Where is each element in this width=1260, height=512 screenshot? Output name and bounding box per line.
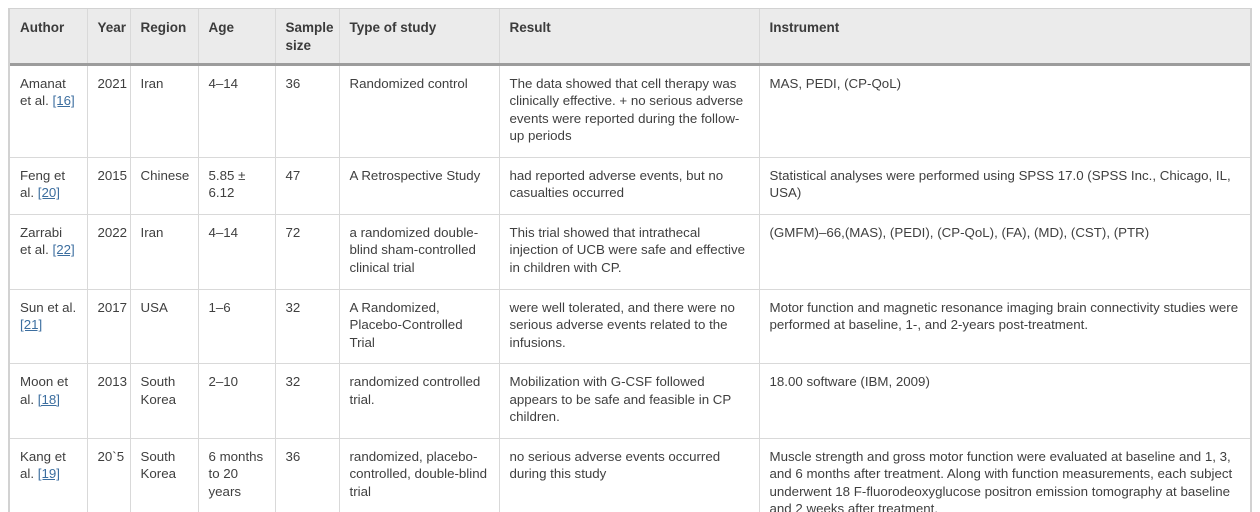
cell-type-of-study: A Retrospective Study xyxy=(338,157,499,215)
column-header-age: Age xyxy=(197,9,275,66)
column-header-result: Result xyxy=(498,9,759,66)
cell-author: Sun et al. [21] xyxy=(10,289,87,365)
cell-type-of-study: Randomized control xyxy=(338,64,499,158)
cell-sample-size: 36 xyxy=(274,438,339,512)
column-header-region: Region xyxy=(129,9,198,66)
citation-link[interactable]: [16] xyxy=(52,93,75,109)
table-row: Kang et al. [19] 20`5 South Korea 6 mont… xyxy=(10,438,1250,512)
cell-sample-size: 36 xyxy=(274,64,339,158)
cell-region: Iran xyxy=(129,214,198,290)
cell-sample-size: 32 xyxy=(274,363,339,439)
author-text: Kang et al. xyxy=(20,448,66,482)
cell-age: 6 months to 20 years xyxy=(197,438,275,512)
cell-author: Zarrabi et al. [22] xyxy=(10,214,87,290)
cell-sample-size: 47 xyxy=(274,157,339,215)
cell-type-of-study: randomized, placebo-controlled, double-b… xyxy=(338,438,499,512)
table-row: Sun et al. [21] 2017 USA 1–6 32 A Random… xyxy=(10,289,1250,365)
studies-table-container: Author Year Region Age Sample size Type … xyxy=(8,8,1252,512)
table-row: Moon et al. [18] 2013 South Korea 2–10 3… xyxy=(10,363,1250,439)
citation-link[interactable]: [18] xyxy=(37,391,60,407)
cell-type-of-study: A Randomized, Placebo-Controlled Trial xyxy=(338,289,499,365)
column-header-author: Author xyxy=(10,9,87,66)
studies-table: Author Year Region Age Sample size Type … xyxy=(10,9,1250,512)
cell-type-of-study: a randomized double-blind sham-controlle… xyxy=(338,214,499,290)
cell-region: Iran xyxy=(129,64,198,158)
cell-instrument: Motor function and magnetic resonance im… xyxy=(758,289,1250,365)
column-header-sample-size: Sample size xyxy=(274,9,339,66)
cell-sample-size: 72 xyxy=(274,214,339,290)
cell-result: The data showed that cell therapy was cl… xyxy=(498,64,759,158)
citation-link[interactable]: [21] xyxy=(20,317,43,333)
cell-year: 2017 xyxy=(86,289,130,365)
citation-link[interactable]: [22] xyxy=(52,242,75,258)
cell-age: 2–10 xyxy=(197,363,275,439)
cell-region: South Korea xyxy=(129,363,198,439)
cell-instrument: Statistical analyses were performed usin… xyxy=(758,157,1250,215)
cell-type-of-study: randomized controlled trial. xyxy=(338,363,499,439)
cell-age: 4–14 xyxy=(197,214,275,290)
table-row: Feng et al. [20] 2015 Chinese 5.85 ± 6.1… xyxy=(10,157,1250,215)
cell-sample-size: 32 xyxy=(274,289,339,365)
cell-year: 2021 xyxy=(86,64,130,158)
cell-author: Feng et al. [20] xyxy=(10,157,87,215)
cell-result: This trial showed that intrathecal injec… xyxy=(498,214,759,290)
author-text: Amanat et al. xyxy=(20,75,66,109)
citation-link[interactable]: [20] xyxy=(37,185,60,201)
cell-author: Moon et al. [18] xyxy=(10,363,87,439)
cell-instrument: (GMFM)–66,(MAS), (PEDI), (CP-QoL), (FA),… xyxy=(758,214,1250,290)
cell-age: 5.85 ± 6.12 xyxy=(197,157,275,215)
cell-region: USA xyxy=(129,289,198,365)
cell-author: Amanat et al. [16] xyxy=(10,64,87,158)
cell-region: Chinese xyxy=(129,157,198,215)
column-header-type-of-study: Type of study xyxy=(338,9,499,66)
cell-result: had reported adverse events, but no casu… xyxy=(498,157,759,215)
cell-instrument: MAS, PEDI, (CP-QoL) xyxy=(758,64,1250,158)
cell-instrument: 18.00 software (IBM, 2009) xyxy=(758,363,1250,439)
table-row: Amanat et al. [16] 2021 Iran 4–14 36 Ran… xyxy=(10,64,1250,158)
cell-year: 2022 xyxy=(86,214,130,290)
cell-year: 2013 xyxy=(86,363,130,439)
author-text: Feng et al. xyxy=(20,167,66,201)
cell-result: were well tolerated, and there were no s… xyxy=(498,289,759,365)
cell-instrument: Muscle strength and gross motor function… xyxy=(758,438,1250,512)
table-row: Zarrabi et al. [22] 2022 Iran 4–14 72 a … xyxy=(10,214,1250,290)
cell-author: Kang et al. [19] xyxy=(10,438,87,512)
cell-result: no serious adverse events occurred durin… xyxy=(498,438,759,512)
author-text: Sun et al. xyxy=(20,299,77,315)
cell-year: 2015 xyxy=(86,157,130,215)
author-text: Zarrabi et al. xyxy=(20,224,63,258)
column-header-year: Year xyxy=(86,9,130,66)
author-text: Moon et al. xyxy=(20,374,69,407)
cell-region: South Korea xyxy=(129,438,198,512)
header-row: Author Year Region Age Sample size Type … xyxy=(10,9,1250,66)
column-header-instrument: Instrument xyxy=(758,9,1250,66)
cell-age: 4–14 xyxy=(197,64,275,158)
cell-result: Mobilization with G-CSF followed appears… xyxy=(498,363,759,439)
citation-link[interactable]: [19] xyxy=(37,466,60,482)
cell-year: 20`5 xyxy=(86,438,130,512)
cell-age: 1–6 xyxy=(197,289,275,365)
